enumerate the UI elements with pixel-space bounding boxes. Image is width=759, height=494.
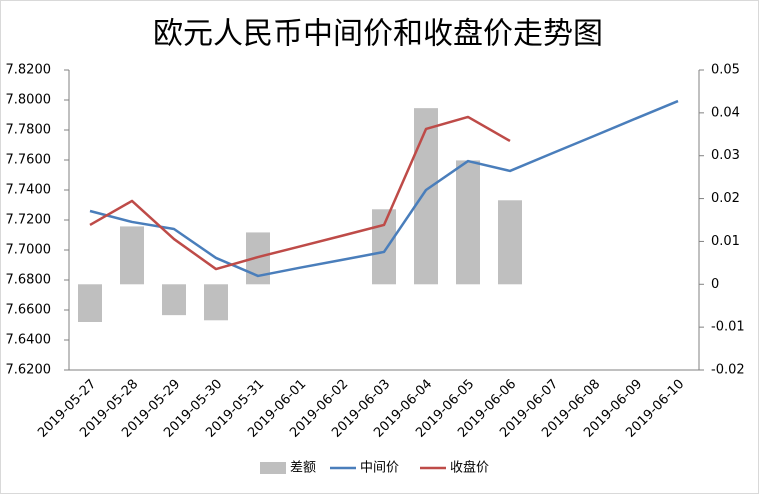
y2-tick-label: 0.05 (711, 63, 740, 78)
bar (78, 284, 102, 322)
y2-tick-label: 0.02 (711, 191, 740, 206)
bar (498, 200, 522, 285)
legend-label: 收盘价 (450, 460, 489, 476)
bar (162, 284, 186, 316)
y-tick-label: 7.6400 (6, 333, 52, 348)
y-tick-label: 7.7400 (6, 183, 52, 198)
chart-title: 欧元人民币中间价和收盘价走势图 (153, 17, 603, 52)
y2-tick-label: 0.01 (711, 234, 740, 249)
y2-tick-label: -0.02 (711, 363, 745, 378)
y-tick-label: 7.7200 (6, 213, 52, 228)
y-tick-label: 7.7600 (6, 153, 52, 168)
y-tick-label: 7.8000 (6, 93, 52, 108)
bar (372, 209, 396, 285)
y2-tick-label: 0.04 (711, 105, 740, 120)
y2-tick-label: 0.03 (711, 148, 740, 163)
legend-label: 差额 (290, 461, 316, 476)
y-tick-label: 7.6600 (6, 303, 52, 318)
bar (456, 160, 480, 285)
legend-label: 中间价 (360, 461, 399, 476)
y-tick-label: 7.7800 (6, 123, 52, 138)
y-tick-label: 7.6800 (6, 273, 52, 288)
y2-tick-label: -0.01 (711, 320, 745, 335)
y-tick-label: 7.7000 (6, 243, 52, 258)
bar (414, 108, 438, 285)
line (89, 99, 679, 278)
legend-swatch (260, 462, 286, 474)
bar (120, 226, 144, 285)
bar (204, 284, 228, 321)
y2-tick-label: 0 (711, 277, 719, 292)
line (89, 115, 511, 271)
y-tick-label: 7.8200 (6, 63, 52, 78)
y-tick-label: 7.6200 (6, 363, 52, 378)
